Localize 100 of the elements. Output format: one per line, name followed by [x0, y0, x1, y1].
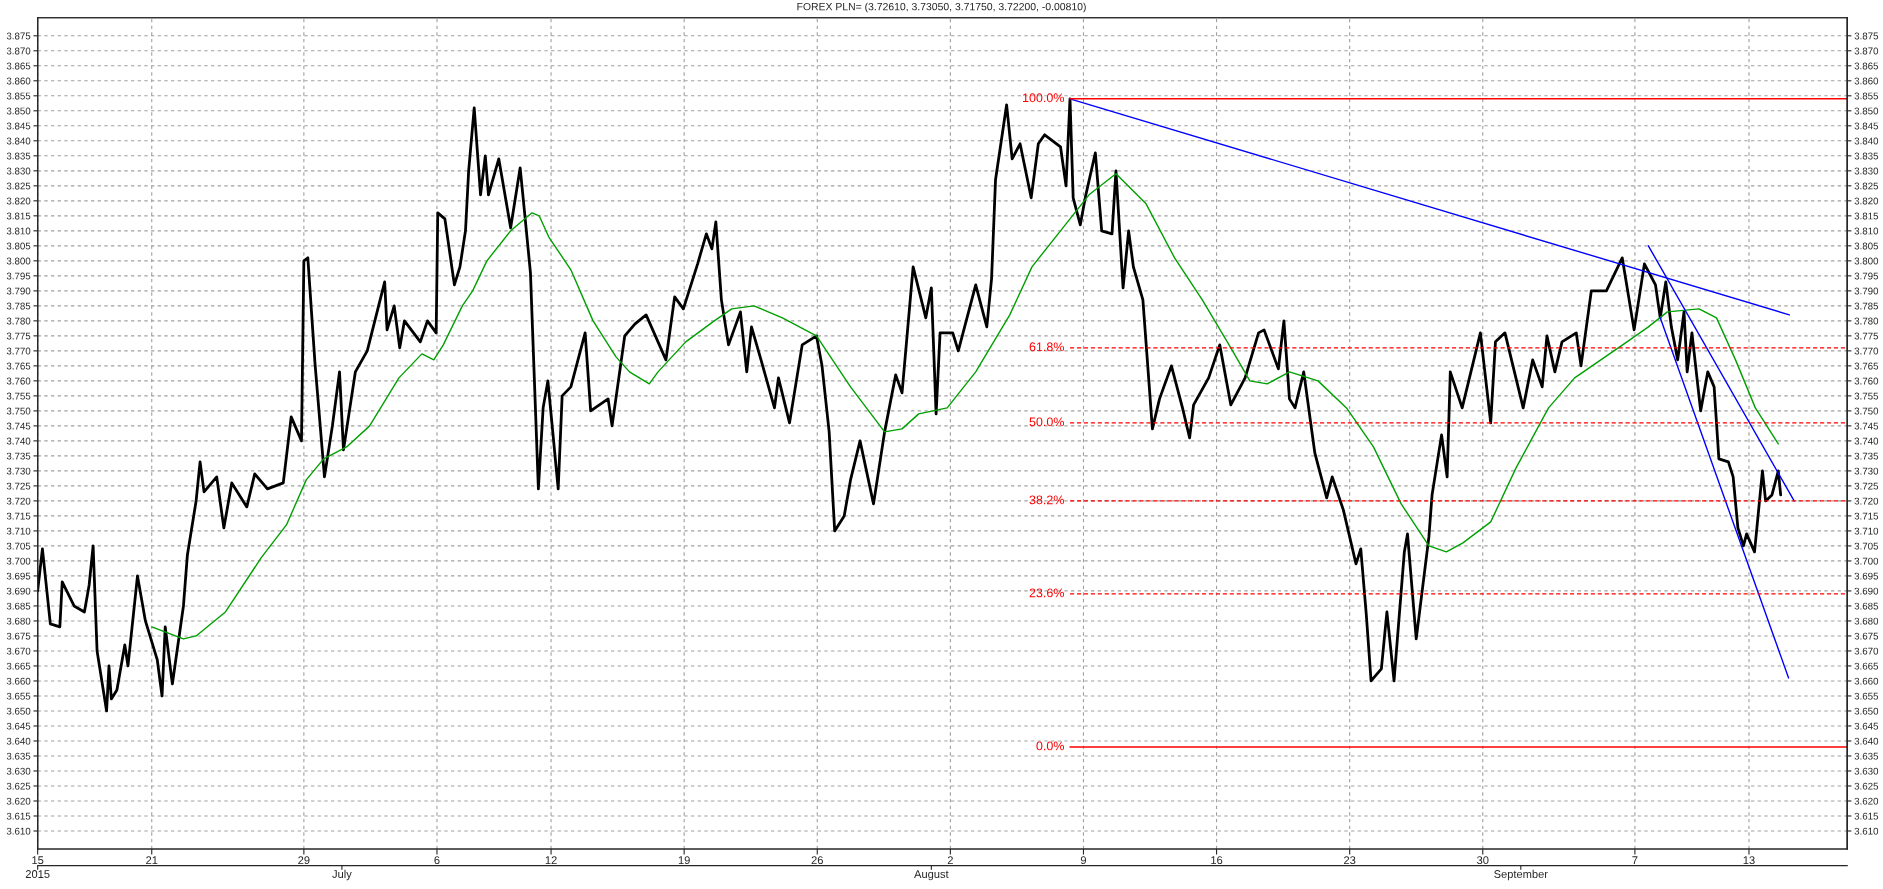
y2-tick-label: 3.695: [1854, 572, 1879, 580]
y-tick-label: 3.830: [6, 167, 31, 175]
y-tick-label: 3.870: [6, 47, 31, 55]
y-tick-label: 3.770: [6, 347, 31, 355]
y2-tick-label: 3.715: [1854, 512, 1879, 520]
y-tick-label: 3.665: [6, 662, 31, 670]
y-tick-label: 3.685: [6, 602, 31, 610]
y-tick-label: 3.720: [6, 497, 31, 505]
y-tick-label: 3.795: [6, 272, 31, 280]
y2-tick-label: 3.805: [1854, 242, 1879, 250]
y-tick-label: 3.865: [6, 62, 31, 70]
y-tick-label: 3.775: [6, 332, 31, 340]
y-tick-label: 3.815: [6, 212, 31, 220]
y-tick-label: 3.875: [6, 32, 31, 40]
y2-tick-label: 3.830: [1854, 167, 1879, 175]
y2-tick-label: 3.745: [1854, 422, 1879, 430]
y2-tick-label: 3.640: [1854, 737, 1879, 745]
x-tick-label: 29: [298, 856, 310, 865]
y-tick-label: 3.725: [6, 482, 31, 490]
y-tick-label: 3.780: [6, 317, 31, 325]
y2-tick-label: 3.785: [1854, 302, 1879, 310]
x2-tick-label: 2015: [25, 870, 50, 878]
y-tick-label: 3.610: [6, 827, 31, 835]
y2-tick-label: 3.675: [1854, 632, 1879, 640]
y-tick-label: 3.825: [6, 182, 31, 190]
y2-tick-label: 3.615: [1854, 812, 1879, 820]
y2-tick-label: 3.835: [1854, 152, 1879, 160]
y-tick-label: 3.695: [6, 572, 31, 580]
y-tick-label: 3.670: [6, 647, 31, 655]
y2-tick-label: 3.620: [1854, 797, 1879, 805]
y2-tick-label: 3.800: [1854, 257, 1879, 265]
x-tick-label: 16: [1211, 856, 1223, 865]
x-tick-label: 13: [1743, 856, 1755, 865]
y2-tick-label: 3.760: [1854, 377, 1879, 385]
y-tick-label: 3.680: [6, 617, 31, 625]
line-series: [151, 173, 1779, 640]
y-tick-label: 3.635: [6, 752, 31, 760]
y-tick-label: 3.730: [6, 467, 31, 475]
y2-tick-label: 3.630: [1854, 767, 1879, 775]
y2-tick-label: 3.765: [1854, 362, 1879, 370]
y2-tick-label: 3.860: [1854, 77, 1879, 85]
y-tick-label: 3.745: [6, 422, 31, 430]
y-tick-label: 3.800: [6, 257, 31, 265]
y2-tick-label: 3.810: [1854, 227, 1879, 235]
y2-tick-label: 3.705: [1854, 542, 1879, 550]
y2-tick-label: 3.795: [1854, 272, 1879, 280]
y-tick-label: 3.660: [6, 677, 31, 685]
y-tick-label: 3.790: [6, 287, 31, 295]
y-tick-label: 3.765: [6, 362, 31, 370]
y2-tick-label: 3.815: [1854, 212, 1879, 220]
x-tick-label: 19: [678, 856, 690, 865]
y2-tick-label: 3.735: [1854, 452, 1879, 460]
y2-tick-label: 3.775: [1854, 332, 1879, 340]
y2-tick-label: 3.660: [1854, 677, 1879, 685]
y-tick-label: 3.710: [6, 527, 31, 535]
y2-tick-label: 3.875: [1854, 32, 1879, 40]
y2-tick-label: 3.680: [1854, 617, 1879, 625]
y2-tick-label: 3.865: [1854, 62, 1879, 70]
chart-title: FOREX PLN= (3.72610, 3.73050, 3.71750, 3.72200, -0.00810): [797, 2, 1086, 13]
y-tick-label: 3.760: [6, 377, 31, 385]
x-tick-label: 21: [146, 856, 158, 864]
y-tick-label: 3.845: [6, 122, 31, 130]
x2-tick-label: July: [332, 869, 352, 881]
y-tick-label: 3.700: [6, 557, 31, 565]
x2-tick-label: September: [1494, 869, 1548, 881]
y2-tick-label: 3.650: [1854, 707, 1879, 715]
annotation: 61.8%: [1029, 342, 1064, 352]
y2-tick-label: 3.685: [1854, 602, 1879, 610]
y-tick-label: 3.785: [6, 302, 31, 310]
y-tick-label: 3.835: [6, 152, 31, 160]
x-tick-label: 9: [1080, 856, 1087, 865]
y2-tick-label: 3.840: [1854, 137, 1879, 145]
y2-tick-label: 3.855: [1854, 92, 1879, 100]
y2-tick-label: 3.710: [1854, 527, 1879, 535]
y-tick-label: 3.820: [6, 197, 31, 205]
y-tick-label: 3.640: [6, 737, 31, 745]
x2-tick-label: August: [914, 870, 949, 881]
y-tick-label: 3.625: [6, 782, 31, 790]
y2-tick-label: 3.645: [1854, 722, 1879, 730]
y2-tick-label: 3.820: [1854, 197, 1879, 205]
y-tick-label: 3.855: [6, 92, 31, 100]
y2-tick-label: 3.635: [1854, 752, 1879, 760]
y-tick-label: 3.840: [6, 137, 31, 145]
y2-tick-label: 3.825: [1854, 182, 1879, 190]
y2-tick-label: 3.690: [1854, 587, 1879, 595]
y2-tick-label: 3.655: [1854, 692, 1879, 700]
y2-tick-label: 3.740: [1854, 437, 1879, 445]
annotation: 38.2%: [1029, 495, 1064, 505]
y-tick-label: 3.645: [6, 722, 31, 730]
x-tick-label: 26: [811, 856, 823, 865]
y-tick-label: 3.705: [6, 542, 31, 550]
y-tick-label: 3.650: [6, 707, 31, 715]
x-tick-label: 12: [545, 856, 557, 864]
y2-tick-label: 3.770: [1854, 347, 1879, 355]
x-tick-label: 23: [1344, 856, 1356, 865]
y2-tick-label: 3.610: [1854, 827, 1879, 835]
y-tick-label: 3.615: [6, 812, 31, 820]
y2-tick-label: 3.755: [1854, 392, 1879, 400]
y-tick-label: 3.735: [6, 452, 31, 460]
y-tick-label: 3.655: [6, 692, 31, 700]
